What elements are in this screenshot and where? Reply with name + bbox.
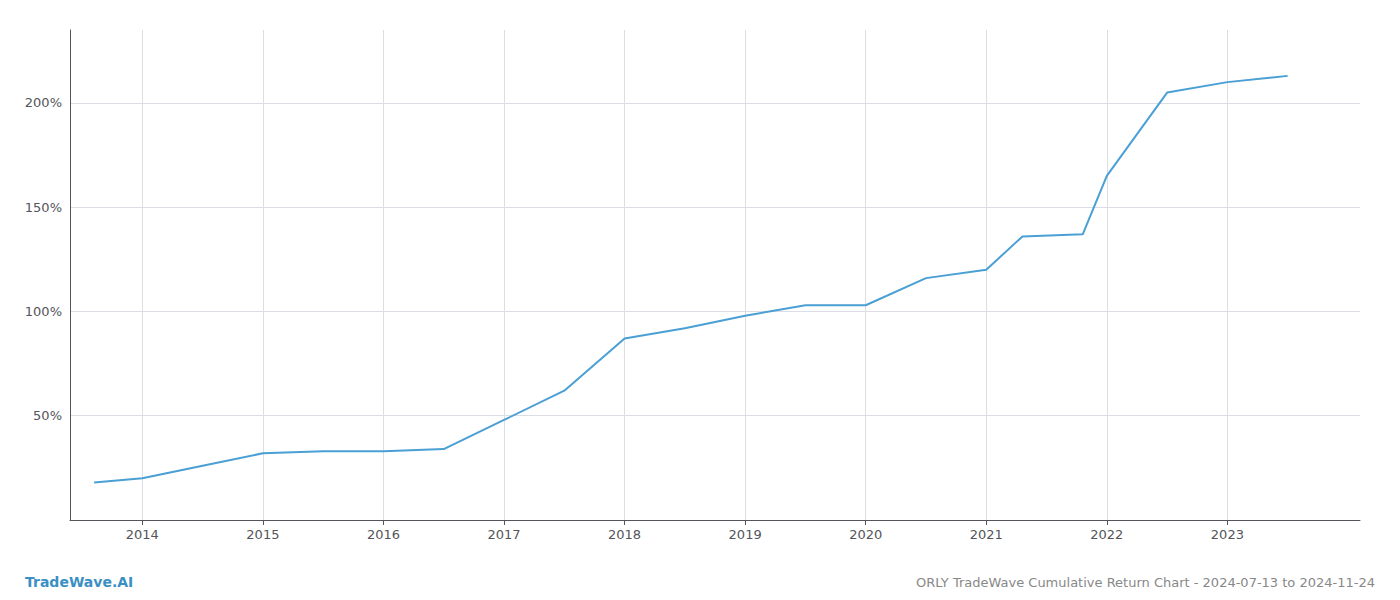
svg-text:50%: 50% <box>33 408 62 423</box>
svg-text:2017: 2017 <box>487 527 520 542</box>
svg-text:2018: 2018 <box>608 527 641 542</box>
svg-text:150%: 150% <box>25 200 62 215</box>
svg-text:2021: 2021 <box>970 527 1003 542</box>
svg-text:ORLY TradeWave Cumulative Retu: ORLY TradeWave Cumulative Return Chart -… <box>916 575 1375 590</box>
svg-text:2022: 2022 <box>1090 527 1123 542</box>
svg-text:2023: 2023 <box>1211 527 1244 542</box>
svg-text:2020: 2020 <box>849 527 882 542</box>
svg-text:2019: 2019 <box>729 527 762 542</box>
svg-text:2015: 2015 <box>246 527 279 542</box>
svg-text:2014: 2014 <box>126 527 159 542</box>
svg-text:TradeWave.AI: TradeWave.AI <box>25 574 133 590</box>
svg-text:200%: 200% <box>25 95 62 110</box>
svg-text:2016: 2016 <box>367 527 400 542</box>
svg-text:100%: 100% <box>25 304 62 319</box>
